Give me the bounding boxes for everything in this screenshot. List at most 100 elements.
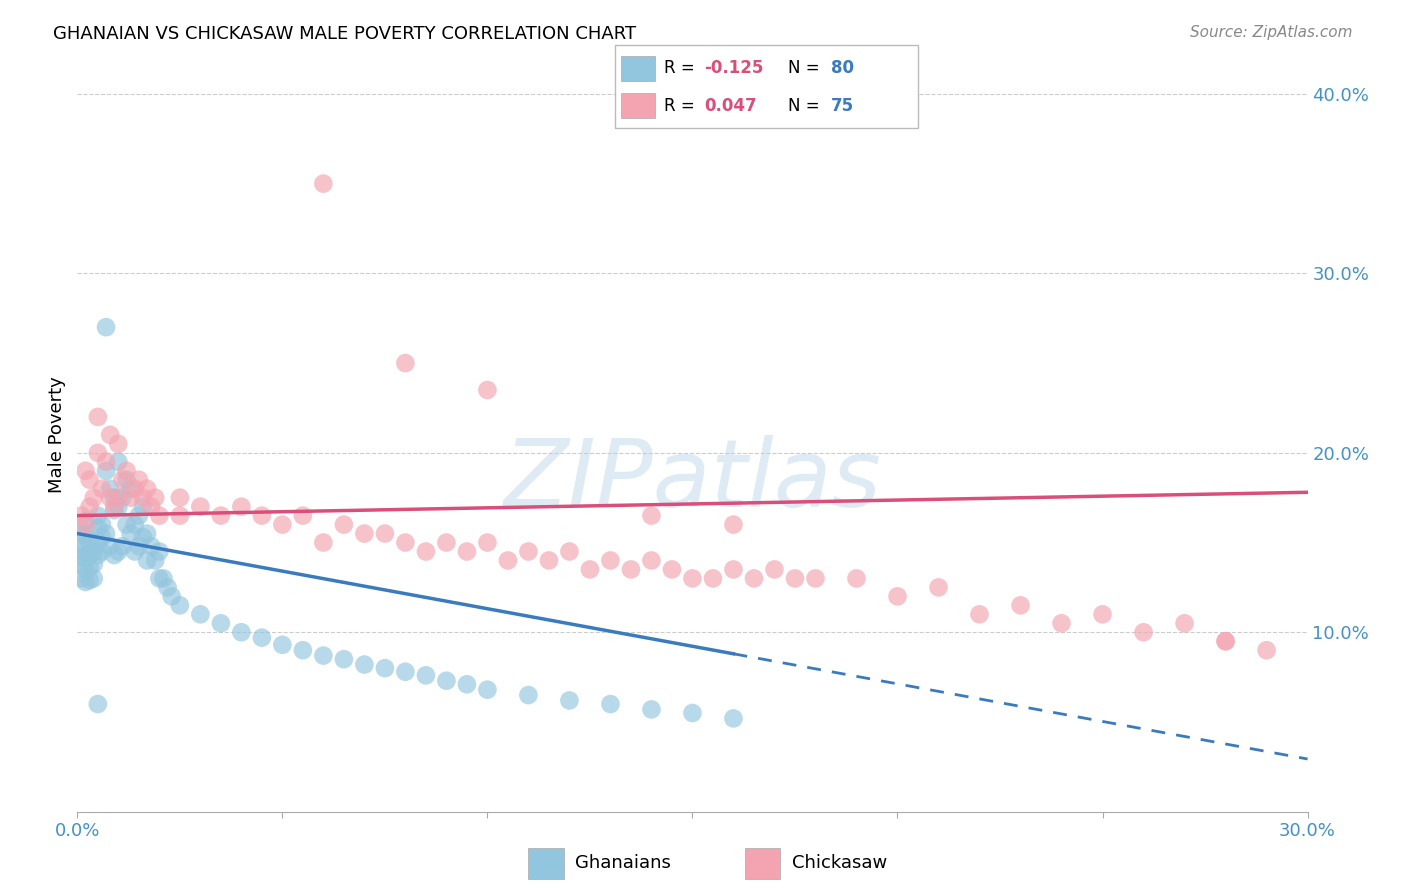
Point (312, 535, 335, 549)
Point (87, 535, 110, 549)
Point (79, 573, 101, 587)
Point (136, 553, 159, 567)
Point (156, 581, 179, 595)
Point (477, 682, 499, 697)
Point (886, 590, 908, 604)
Point (374, 661, 396, 675)
Text: Ghanaians: Ghanaians (575, 854, 671, 872)
Point (661, 562, 683, 576)
Point (83, 491, 105, 505)
Point (148, 544, 170, 558)
Point (128, 508, 150, 523)
Point (1256, 643, 1278, 657)
Point (132, 530, 155, 544)
Point (517, 544, 540, 558)
Point (107, 544, 129, 558)
Text: 0.047: 0.047 (704, 96, 756, 114)
Point (87, 508, 110, 523)
Point (103, 491, 125, 505)
Text: Source: ZipAtlas.com: Source: ZipAtlas.com (1189, 25, 1353, 40)
Point (1010, 599, 1032, 613)
Point (111, 491, 134, 505)
Point (169, 599, 191, 613)
Point (394, 665, 416, 679)
Point (111, 539, 134, 553)
Point (353, 657, 375, 672)
Point (723, 517, 745, 532)
Point (682, 571, 704, 585)
Point (107, 500, 129, 514)
Point (94, 455, 117, 469)
Point (75, 539, 97, 553)
Point (136, 482, 159, 496)
Point (143, 491, 166, 505)
Point (79, 473, 101, 487)
Point (136, 526, 159, 541)
Text: Chickasaw: Chickasaw (792, 854, 887, 872)
Point (477, 535, 499, 549)
Point (75, 514, 97, 528)
Point (456, 677, 478, 691)
Point (103, 503, 125, 517)
Point (1215, 634, 1237, 648)
Point (415, 668, 437, 682)
Point (94, 320, 117, 334)
Point (1050, 616, 1073, 631)
Point (1215, 634, 1237, 648)
Point (1132, 625, 1154, 640)
Point (702, 571, 724, 585)
Point (128, 473, 150, 487)
Point (477, 383, 499, 397)
Point (124, 482, 146, 496)
Point (98, 428, 121, 442)
Point (804, 571, 827, 585)
Point (394, 535, 416, 549)
Point (496, 553, 519, 567)
Point (132, 491, 155, 505)
Point (70, 571, 93, 585)
Point (107, 455, 129, 469)
Point (456, 544, 478, 558)
Point (537, 553, 560, 567)
Point (271, 517, 294, 532)
Point (169, 491, 191, 505)
Point (79, 500, 101, 514)
Point (120, 491, 142, 505)
Bar (745, 848, 780, 879)
Text: GHANAIAN VS CHICKASAW MALE POVERTY CORRELATION CHART: GHANAIAN VS CHICKASAW MALE POVERTY CORRE… (53, 25, 637, 43)
Point (120, 526, 142, 541)
Point (115, 473, 138, 487)
Point (148, 508, 170, 523)
Point (188, 607, 212, 622)
Point (87, 521, 110, 535)
Point (83, 557, 105, 571)
Point (231, 500, 253, 514)
Point (75, 517, 97, 532)
Point (94, 526, 117, 541)
Point (107, 491, 129, 505)
Point (83, 544, 105, 558)
Text: 75: 75 (831, 96, 855, 114)
Point (75, 526, 97, 541)
Point (141, 539, 163, 553)
Point (115, 464, 138, 478)
Point (169, 508, 191, 523)
Point (87, 548, 110, 562)
Point (188, 500, 212, 514)
Point (209, 616, 232, 631)
Point (1174, 616, 1197, 631)
Point (98, 482, 121, 496)
Text: N =: N = (787, 60, 825, 78)
Point (124, 544, 146, 558)
Point (103, 548, 125, 562)
Point (70, 549, 93, 564)
Point (79, 548, 101, 562)
Bar (621, 55, 655, 81)
Point (98, 539, 121, 553)
Point (98, 491, 121, 505)
Point (291, 643, 314, 657)
Point (558, 544, 581, 558)
Y-axis label: Male Poverty: Male Poverty (48, 376, 66, 493)
Point (83, 571, 105, 585)
Point (75, 574, 97, 589)
